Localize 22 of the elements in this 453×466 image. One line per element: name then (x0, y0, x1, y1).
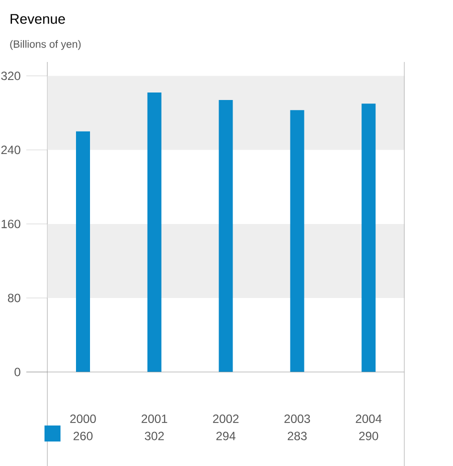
bar (76, 131, 90, 372)
y-tick-label: 320 (1, 72, 20, 80)
x-tick-label: 2000 (70, 414, 96, 424)
chart-title: Revenue (10, 14, 65, 24)
bar (218, 100, 233, 372)
y-tick-label: 160 (2, 220, 20, 228)
bar (147, 92, 162, 372)
chart-subtitle: (Billions of yen) (10, 40, 81, 50)
x-tick-label: 2002 (213, 414, 239, 424)
bar (362, 104, 376, 372)
data-label: 302 (144, 432, 164, 440)
bar (290, 110, 304, 372)
x-tick-label: 2004 (356, 414, 382, 424)
x-tick-label: 2003 (284, 414, 310, 424)
y-tick-label: 0 (14, 368, 20, 376)
data-label: 283 (288, 432, 307, 440)
x-tick-label: 2001 (142, 414, 168, 424)
data-label: 294 (216, 432, 236, 440)
data-label: 290 (359, 432, 378, 440)
data-label: 260 (74, 432, 93, 440)
y-tick-label: 80 (8, 294, 20, 302)
y-tick-label: 240 (1, 146, 20, 154)
